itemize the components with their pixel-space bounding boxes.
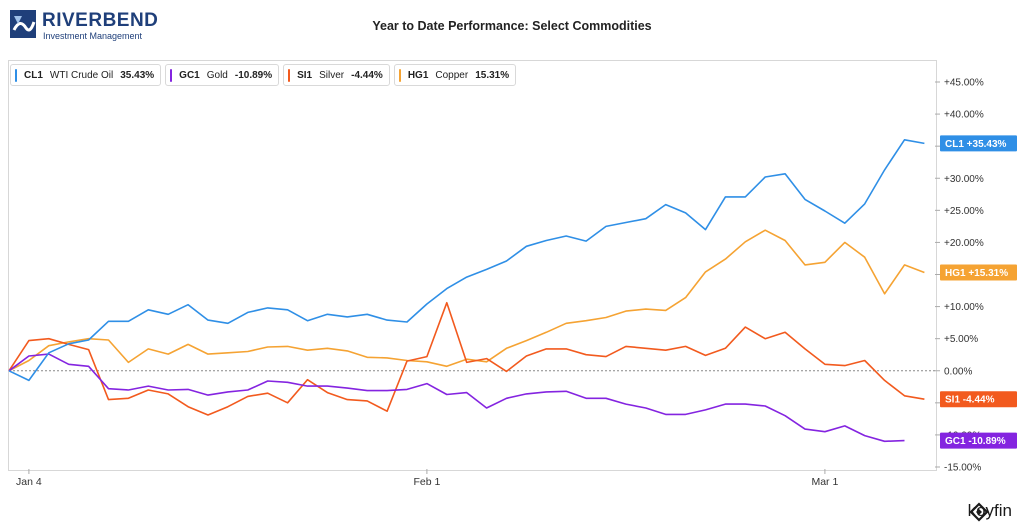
koyfin-logo: koyfin <box>967 501 1012 522</box>
legend-item-gc1[interactable]: GC1 Gold -10.89% <box>165 64 280 86</box>
y-tick-label: +10.00% <box>944 302 984 313</box>
end-label-box <box>940 391 1017 408</box>
end-label-gc1: GC1 -10.89% <box>940 432 1017 449</box>
legend-item-si1[interactable]: SI1 Silver -4.44% <box>283 64 390 86</box>
legend-ticker: HG1 <box>407 69 429 81</box>
end-label-text: SI1 -4.44% <box>945 395 995 406</box>
end-label-text: CL1 +35.43% <box>945 139 1007 150</box>
end-label-box <box>940 135 1017 152</box>
y-tick-label: +5.00% <box>944 334 978 345</box>
y-tick-label: +20.00% <box>944 238 984 249</box>
end-label-text: HG1 +15.31% <box>945 268 1008 279</box>
legend-swatch-gc1 <box>170 68 173 82</box>
legend-change: -4.44% <box>351 69 383 81</box>
legend-item-hg1[interactable]: HG1 Copper 15.31% <box>393 64 517 86</box>
y-tick-label: +40.00% <box>944 110 984 121</box>
koyfin-mark-icon <box>969 502 989 522</box>
legend-name: Copper <box>435 69 469 81</box>
legend-ticker: GC1 <box>179 69 200 81</box>
legend-item-cl1[interactable]: CL1 WTI Crude Oil 35.43% <box>10 64 162 86</box>
y-tick-label: 0.00% <box>944 366 972 377</box>
end-label-si1: SI1 -4.44% <box>940 391 1017 408</box>
legend-name: Gold <box>206 69 228 81</box>
end-label-hg1: HG1 +15.31% <box>940 264 1017 281</box>
legend-ticker: SI1 <box>297 69 313 81</box>
legend-swatch-hg1 <box>398 68 401 82</box>
legend-swatch-cl1 <box>15 68 17 82</box>
riverbend-logo-icon <box>10 10 36 38</box>
brand-subtitle: Investment Management <box>43 31 143 41</box>
legend-change: 35.43% <box>120 69 155 81</box>
koyfin-wordmark: koyfin <box>967 501 1012 520</box>
end-label-cl1: CL1 +35.43% <box>940 135 1017 152</box>
y-tick-label: -15.00% <box>944 463 981 474</box>
legend-name: Silver <box>319 69 345 81</box>
chart-legend: CL1 WTI Crude Oil 35.43% GC1 Gold -10.89… <box>10 64 517 86</box>
y-tick-label: +45.00% <box>944 78 984 89</box>
company-logo: RIVERBEND Investment Management <box>8 8 158 44</box>
end-label-text: GC1 -10.89% <box>945 436 1006 447</box>
end-label-box <box>940 264 1017 281</box>
end-label-box <box>940 432 1017 449</box>
x-tick-label: Feb 1 <box>413 476 440 488</box>
brand-name: RIVERBEND <box>42 10 159 31</box>
chart-frame <box>8 60 937 471</box>
series-line-gc1 <box>8 353 905 443</box>
x-tick-label: Jan 4 <box>16 476 42 488</box>
series-line-si1 <box>8 301 925 416</box>
legend-change: -10.89% <box>234 69 273 81</box>
x-tick-label: Mar 1 <box>811 476 838 488</box>
y-tick-label: +30.00% <box>944 174 984 185</box>
chart-title: Year to Date Performance: Select Commodi… <box>372 19 652 33</box>
series-line-hg1 <box>8 229 925 372</box>
legend-change: 15.31% <box>475 69 510 81</box>
legend-ticker: CL1 <box>24 69 43 81</box>
series-line-cl1 <box>8 139 925 382</box>
legend-swatch-si1 <box>288 68 291 82</box>
y-tick-label: +25.00% <box>944 206 984 217</box>
legend-name: WTI Crude Oil <box>49 69 114 81</box>
